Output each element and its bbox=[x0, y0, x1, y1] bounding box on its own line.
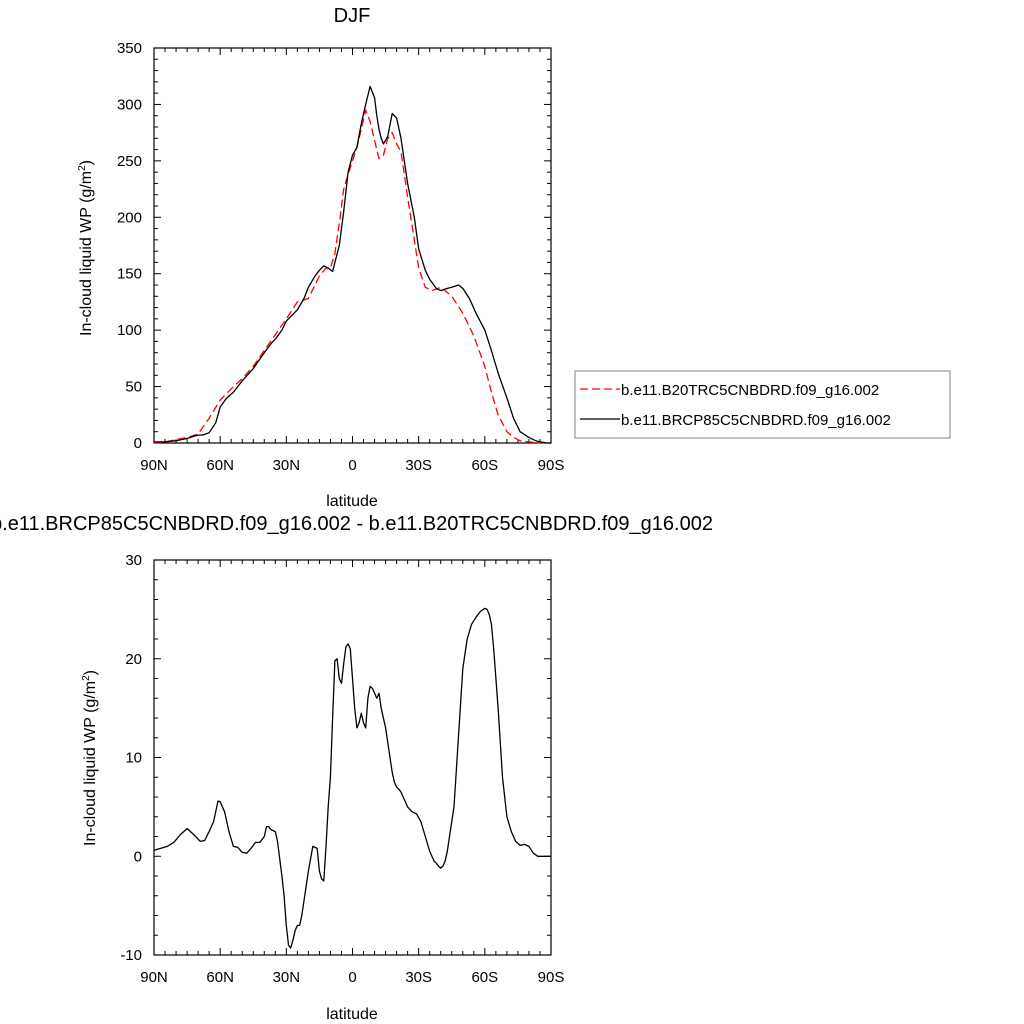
top-chart-plot-frame bbox=[153, 47, 552, 444]
bottom-chart-xtick-label: 0 bbox=[348, 969, 356, 986]
top-chart-series-1-line bbox=[154, 85, 551, 444]
top-chart-ytick-label: 50 bbox=[125, 379, 142, 396]
bottom-chart-ytick-label: 20 bbox=[125, 651, 142, 668]
bottom-chart-title: b.e11.BRCP85C5CNBDRD.f09_g16.002 - b.e11… bbox=[0, 513, 713, 535]
legend-entry-series-1: b.e11.BRCP85C5CNBDRD.f09_g16.002 bbox=[621, 412, 891, 429]
legend: b.e11.B20TRC5CNBDRD.f09_g16.002 b.e11.BR… bbox=[574, 370, 951, 439]
legend-entry-series-0: b.e11.B20TRC5CNBDRD.f09_g16.002 bbox=[621, 382, 879, 399]
top-chart-title: DJF bbox=[334, 5, 371, 27]
bottom-chart-xtick-label: 30N bbox=[273, 969, 301, 986]
top-chart-ytick-label: 150 bbox=[117, 266, 142, 283]
top-chart-ylabel: In-cloud liquid WP (g/m2) bbox=[77, 160, 95, 336]
bottom-chart-series-0-line bbox=[153, 607, 551, 949]
top-chart-xtick-label: 90N bbox=[140, 457, 168, 474]
bottom-chart-xtick-label: 30S bbox=[405, 969, 432, 986]
top-chart-xtick-label: 30S bbox=[405, 457, 432, 474]
top-chart: DJF 90N 60N 30N 0 30S 60S 90S 0 50 100 150 200 250 30… bbox=[77, 5, 564, 510]
top-chart-xtick-label: 30N bbox=[273, 457, 301, 474]
top-chart-ytick-label: 250 bbox=[117, 153, 142, 170]
top-chart-ytick-label: 300 bbox=[117, 96, 142, 113]
top-chart-xtick-label: 90S bbox=[538, 457, 565, 474]
top-chart-xtick-label: 0 bbox=[348, 457, 356, 474]
top-chart-xtick-label: 60S bbox=[471, 457, 498, 474]
bottom-chart-xlabel: latitude bbox=[326, 1006, 378, 1023]
top-chart-ytick-label: 0 bbox=[134, 435, 142, 452]
top-chart-xtick-label: 60N bbox=[206, 457, 234, 474]
bottom-chart-plot-frame bbox=[153, 559, 552, 956]
bottom-chart-ytick-label: 10 bbox=[125, 750, 142, 767]
bottom-chart: b.e11.BRCP85C5CNBDRD.f09_g16.002 - b.e11… bbox=[0, 513, 713, 1023]
bottom-chart-xtick-label: 90S bbox=[538, 969, 565, 986]
bottom-chart-xtick-label: 90N bbox=[140, 969, 168, 986]
bottom-chart-ytick-label: 0 bbox=[134, 848, 142, 865]
top-chart-ytick-label: 100 bbox=[117, 322, 142, 339]
top-chart-series-0-line bbox=[153, 109, 551, 444]
bottom-chart-ytick-label: -10 bbox=[120, 947, 142, 964]
bottom-chart-ytick-label: 30 bbox=[125, 552, 142, 569]
top-chart-xlabel: latitude bbox=[326, 493, 378, 510]
bottom-chart-ylabel: In-cloud liquid WP (g/m2) bbox=[81, 670, 99, 846]
bottom-chart-xtick-label: 60N bbox=[206, 969, 234, 986]
top-chart-ytick-label: 200 bbox=[117, 209, 142, 226]
bottom-chart-xtick-label: 60S bbox=[471, 969, 498, 986]
legend-box bbox=[574, 370, 951, 439]
top-chart-ytick-label: 350 bbox=[117, 40, 142, 57]
